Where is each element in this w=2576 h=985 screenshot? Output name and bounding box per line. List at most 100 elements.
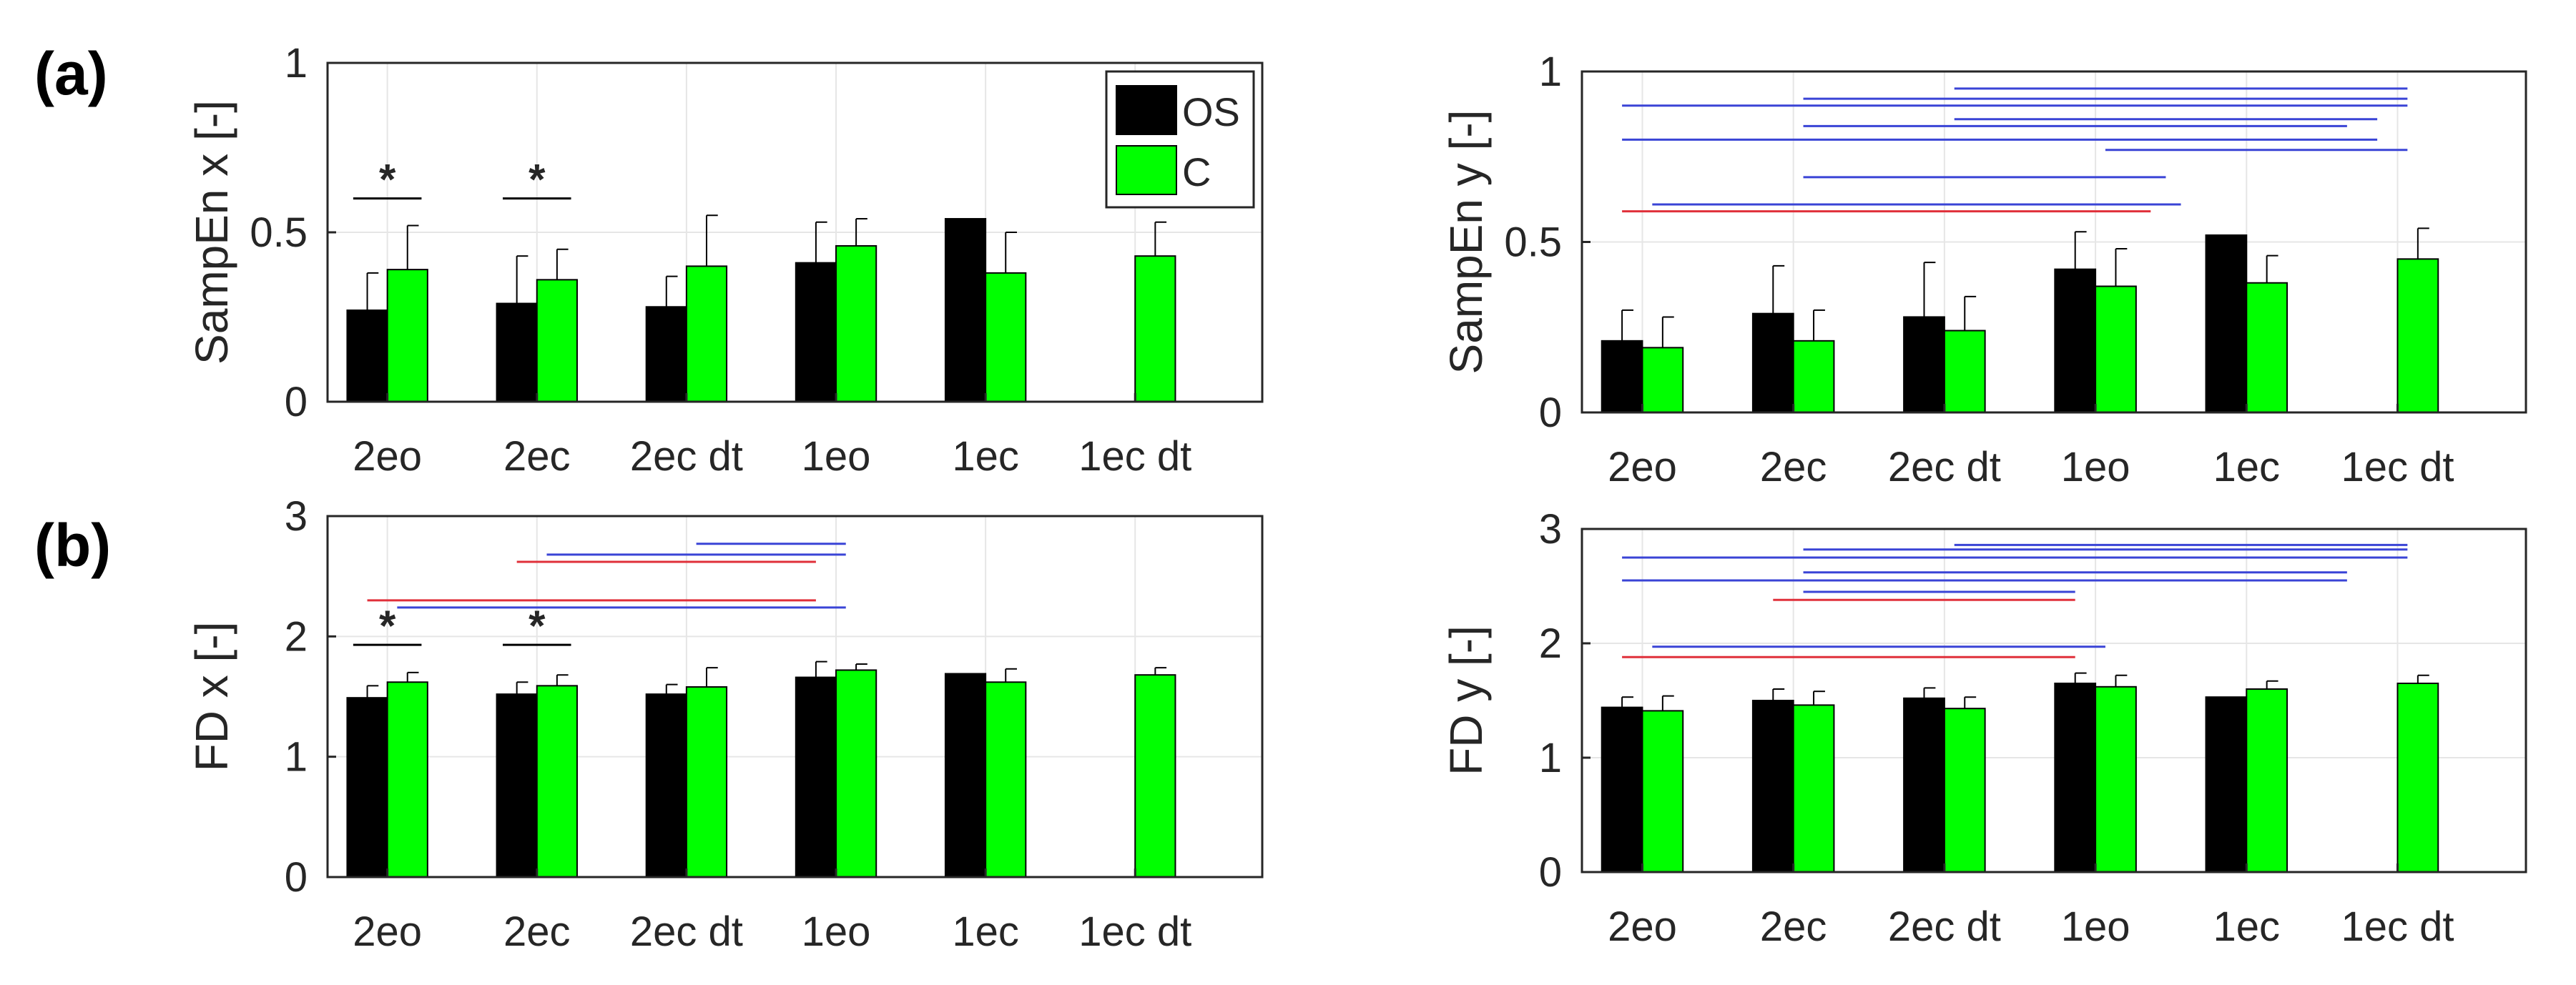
- x-tick-label: 2ec: [1760, 444, 1827, 490]
- bar-os-1: [496, 302, 538, 403]
- plot-area: [328, 516, 1262, 877]
- bar-os-2: [1903, 316, 1945, 413]
- x-tick-label: 1eo: [2061, 444, 2130, 490]
- bar-c-2: [685, 686, 728, 878]
- bar-c-0: [1641, 710, 1684, 873]
- y-axis-label: FD y [-]: [1440, 625, 1492, 776]
- bar-os-4: [2205, 234, 2248, 413]
- x-tick-label: 1ec: [952, 909, 1019, 955]
- x-tick-label: 2ec dt: [1888, 904, 2001, 950]
- y-tick-label: 0: [285, 379, 308, 425]
- y-tick-label: 0: [1539, 390, 1562, 436]
- bar-c-5: [2396, 258, 2439, 413]
- legend-swatch-os: [1116, 85, 1177, 135]
- y-tick-label: 1: [1539, 49, 1562, 95]
- bar-os-4: [944, 673, 987, 878]
- significance-star: *: [379, 602, 396, 650]
- y-tick-label: 3: [285, 493, 308, 540]
- x-tick-label: 2eo: [353, 909, 422, 955]
- bar-c-1: [536, 685, 578, 878]
- significance-star: *: [529, 156, 546, 204]
- chart-fd-x: * * 0 1 2 3 2eo 2ec 2ec dt 1eo 1ec 1ec dt FD x [-]: [186, 493, 1264, 955]
- bar-os-0: [346, 310, 388, 402]
- y-tick-label: 0.5: [1504, 219, 1562, 266]
- bar-c-2: [1943, 708, 1986, 873]
- legend-label-os: OS: [1182, 89, 1240, 134]
- bar-c-1: [1792, 704, 1835, 873]
- bar-os-2: [645, 693, 687, 878]
- x-tick-label: 2ec dt: [630, 433, 743, 480]
- bar-os-3: [2054, 268, 2097, 413]
- significance-star: *: [379, 156, 396, 204]
- bar-os-3: [795, 262, 837, 402]
- x-tick-label: 2eo: [1608, 904, 1677, 950]
- y-tick-label: 3: [1539, 506, 1562, 553]
- bar-c-2: [685, 265, 728, 402]
- bar-c-5: [1134, 674, 1176, 878]
- axes-frame: [1580, 528, 2527, 873]
- bar-os-4: [2205, 696, 2248, 873]
- bar-os-2: [1903, 697, 1945, 873]
- bar-c-4: [2246, 688, 2289, 873]
- bar-c-3: [835, 669, 877, 878]
- bar-c-0: [386, 269, 428, 403]
- bar-c-4: [985, 681, 1027, 878]
- x-tick-label: 2ec dt: [630, 909, 743, 955]
- bar-os-4: [944, 218, 987, 403]
- x-tick-label: 1ec dt: [1078, 909, 1191, 955]
- x-tick-label: 2ec dt: [1888, 444, 2001, 490]
- bar-c-3: [835, 244, 877, 402]
- x-tick-label: 1ec: [2213, 444, 2281, 490]
- y-tick-label: 2: [285, 613, 308, 660]
- y-axis-label: SampEn x [-]: [186, 100, 237, 365]
- legend-swatch-c: [1116, 145, 1177, 195]
- y-tick-label: 1: [1539, 735, 1562, 781]
- x-tick-label: 2ec: [1760, 904, 1827, 950]
- bar-os-0: [1601, 706, 1643, 873]
- bar-c-3: [2095, 685, 2137, 873]
- y-tick-label: 0: [1539, 849, 1562, 896]
- x-tick-label: 2eo: [1608, 444, 1677, 490]
- bar-c-0: [1641, 347, 1684, 413]
- x-tick-label: 2eo: [353, 433, 422, 480]
- y-tick-label: 1: [285, 40, 308, 86]
- bar-c-4: [985, 272, 1027, 402]
- bar-os-1: [1751, 312, 1794, 414]
- bar-os-0: [346, 697, 388, 878]
- bar-os-3: [795, 676, 837, 878]
- chart-sampen-y: 0 0.5 1 2eo 2ec 2ec dt 1eo 1ec 1ec dt SampEn y [-…: [1440, 49, 2527, 490]
- x-tick-label: 2ec: [503, 433, 571, 480]
- bar-c-4: [2246, 282, 2289, 413]
- x-tick-label: 1ec dt: [2341, 444, 2454, 490]
- bar-os-0: [1601, 340, 1643, 413]
- bar-os-1: [1751, 700, 1794, 873]
- x-tick-label: 2ec: [503, 909, 571, 955]
- bar-os-1: [496, 693, 538, 878]
- legend-label-c: C: [1182, 149, 1211, 194]
- y-tick-label: 1: [285, 734, 308, 781]
- axes-frame: [326, 515, 1264, 878]
- x-tick-label: 1eo: [802, 433, 871, 480]
- y-axis-label: FD x [-]: [186, 622, 237, 772]
- bar-os-3: [2054, 683, 2097, 873]
- x-tick-label: 1eo: [2061, 904, 2130, 950]
- panel-label-b: (b): [34, 512, 111, 579]
- significance-star: *: [529, 602, 546, 650]
- bar-c-5: [2396, 683, 2439, 873]
- bar-c-3: [2095, 285, 2137, 414]
- x-tick-label: 1ec: [2213, 904, 2281, 950]
- x-tick-label: 1ec dt: [1078, 433, 1191, 480]
- bar-c-5: [1134, 255, 1176, 402]
- x-tick-label: 1ec: [952, 433, 1019, 480]
- y-tick-label: 0.5: [250, 209, 308, 256]
- y-axis-label: SampEn y [-]: [1440, 110, 1492, 375]
- bar-c-0: [386, 681, 428, 878]
- chart-fd-y: 0 1 2 3 2eo 2ec 2ec dt 1eo 1ec 1ec dt FD y [-]: [1440, 506, 2527, 950]
- bar-c-1: [1792, 340, 1835, 413]
- plot-area: [1582, 529, 2526, 872]
- bar-c-2: [1943, 330, 1986, 413]
- y-tick-label: 2: [1539, 620, 1562, 667]
- panel-label-a: (a): [34, 40, 108, 107]
- x-tick-label: 1eo: [802, 909, 871, 955]
